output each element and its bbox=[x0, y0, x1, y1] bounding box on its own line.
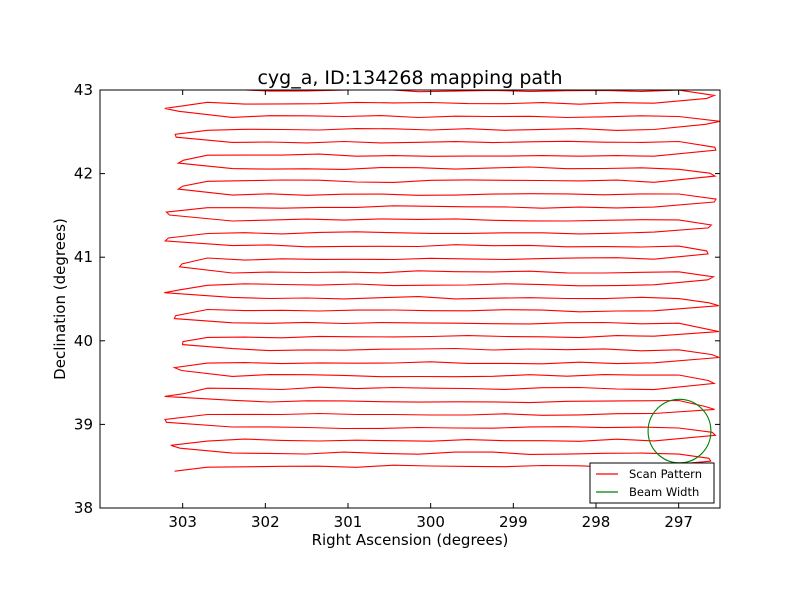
y-axis: 38 39 40 41 42 43 bbox=[74, 81, 720, 517]
scan-pattern-series bbox=[163, 90, 720, 472]
chart-title: cyg_a, ID:134268 mapping path bbox=[257, 67, 562, 89]
y-tick-label: 39 bbox=[74, 415, 93, 433]
x-tick-label: 298 bbox=[582, 513, 611, 531]
y-tick-label: 38 bbox=[74, 499, 93, 517]
legend-beam-width-label: Beam Width bbox=[629, 485, 699, 499]
x-tick-label: 303 bbox=[168, 513, 197, 531]
x-tick-label: 297 bbox=[664, 513, 693, 531]
x-tick-label: 301 bbox=[334, 513, 363, 531]
y-tick-label: 40 bbox=[74, 332, 93, 350]
legend-box bbox=[589, 462, 715, 504]
plot-frame bbox=[99, 89, 721, 509]
y-tick-label: 41 bbox=[74, 248, 93, 266]
x-axis-label: Right Ascension (degrees) bbox=[312, 531, 509, 549]
x-tick-label: 300 bbox=[416, 513, 445, 531]
x-axis: 303 302 301 300 299 298 297 bbox=[168, 90, 693, 531]
legend-scan-pattern-label: Scan Pattern bbox=[629, 467, 702, 481]
x-tick-label: 302 bbox=[251, 513, 280, 531]
legend: Scan Pattern Beam Width bbox=[589, 462, 715, 504]
y-tick-label: 42 bbox=[74, 165, 93, 183]
x-tick-label: 299 bbox=[499, 513, 528, 531]
y-axis-label: Declination (degrees) bbox=[51, 218, 69, 380]
y-tick-label: 43 bbox=[74, 81, 93, 99]
scan-pattern-line bbox=[163, 90, 720, 472]
